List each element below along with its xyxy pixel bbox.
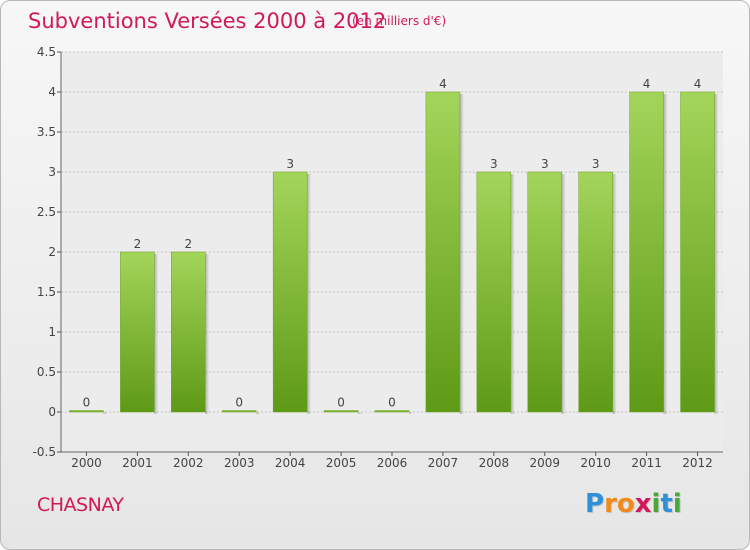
bar-shadow [358,412,363,414]
data-label-2003: 0 [235,396,243,410]
bar-shadow [510,174,515,414]
x-tick-label: 2010 [580,456,611,470]
bar-shadow [663,94,668,414]
x-tick-label: 2005 [326,456,357,470]
bar-2006 [374,410,410,413]
data-label-2004: 3 [286,157,294,171]
y-tick-label: 4.5 [37,45,56,59]
bar-2012 [680,91,715,413]
x-tick-label: 2006 [377,456,408,470]
bar-shadow [103,412,108,414]
logo-letter: P [585,489,605,519]
data-label-2001: 2 [134,237,142,251]
y-gridlines [61,51,723,453]
bar-2002 [171,251,206,413]
bar-2003 [221,410,257,413]
bar-shadow [612,174,617,414]
bar-shadow [205,254,210,414]
bar-shadow [714,94,719,414]
logo-letter: i [651,489,661,519]
place-name: CHASNAY [37,494,124,516]
bar-2010 [578,171,613,413]
bar-2011 [629,91,664,413]
data-label-2006: 0 [388,396,396,410]
data-label-2005: 0 [337,396,345,410]
y-tick-label: 4 [48,85,56,99]
x-tick-label: 2009 [529,456,560,470]
x-tick-label: 2003 [224,456,255,470]
bar-2005 [323,410,359,413]
bar-shadow [307,174,312,414]
y-tick-label: 1.5 [37,285,56,299]
data-label-2000: 0 [83,396,91,410]
y-tick-label: 2 [48,245,56,259]
data-label-2010: 3 [592,157,600,171]
bar-shadow [256,412,261,414]
data-label-2011: 4 [643,77,651,91]
bar-2009 [527,171,563,413]
x-tick-label: 2000 [71,456,102,470]
bar-2001 [120,251,155,413]
plot-area [61,52,723,452]
bar-2007 [425,91,461,413]
data-label-2008: 3 [490,157,498,171]
chart-subtitle: (en milliers d'€) [352,14,447,28]
logo-letter: r [604,489,617,519]
chart-title: Subventions Versées 2000 à 2012 [28,9,387,33]
y-tick-label: 0 [48,405,56,419]
bar-shadow [459,94,464,414]
x-tick-label: 2001 [122,456,153,470]
x-tick-label: 2011 [631,456,662,470]
bar-2008 [476,171,512,413]
y-tick-label: 1 [48,325,56,339]
y-tick-label: -0.5 [33,445,56,459]
logo-letter: o [616,489,635,519]
y-tick-label: 3.5 [37,125,56,139]
logo-letter: i [672,489,682,519]
bar-shadow [409,412,413,414]
bar-shadow [154,254,159,414]
bars: 0 2 2 0 3 0 0 4 3 3 3 4 4 [69,77,719,414]
y-tick-label: 2.5 [37,205,56,219]
x-axis: 2000 2001 2002 2003 2004 2005 2006 2007 2008 2009… [71,452,713,470]
x-tick-label: 2008 [479,456,510,470]
logo-letter: t [660,489,673,519]
proxiti-logo: Proxiti [585,489,682,519]
x-tick-label: 2007 [428,456,459,470]
data-label-2002: 2 [184,237,192,251]
x-tick-label: 2004 [275,456,306,470]
x-tick-label: 2002 [173,456,204,470]
bar-2000 [69,410,104,413]
logo-letter: x [634,489,652,519]
data-label-2009: 3 [541,157,549,171]
data-label-2012: 4 [694,77,702,91]
x-tick-label: 2012 [682,456,713,470]
bar-shadow [561,174,566,414]
y-tick-label: 3 [48,165,56,179]
y-tick-label: 0.5 [37,365,56,379]
bar-2004 [272,171,308,413]
data-label-2007: 4 [439,77,447,91]
